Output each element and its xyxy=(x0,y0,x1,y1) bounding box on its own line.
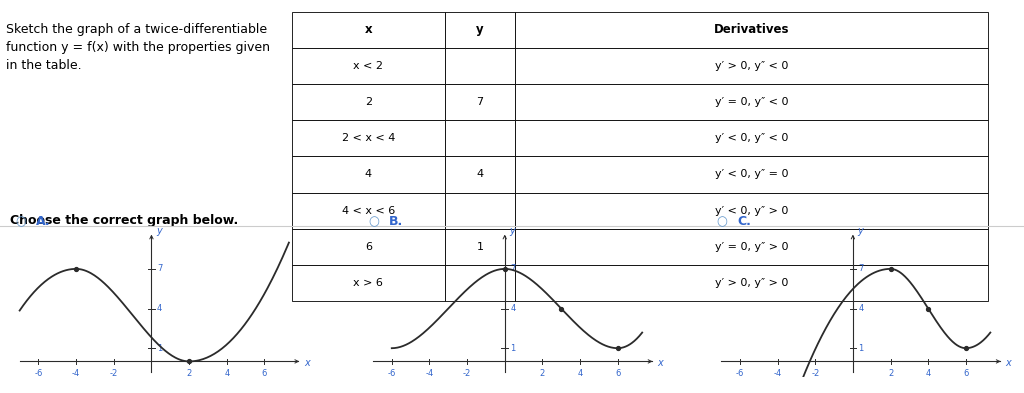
Text: -2: -2 xyxy=(463,369,471,378)
Text: 1: 1 xyxy=(157,344,163,353)
Text: x: x xyxy=(365,23,373,37)
Bar xyxy=(445,48,515,84)
Bar xyxy=(515,48,988,84)
Text: Sketch the graph of a twice-differentiable
function y = f(x) with the properties: Sketch the graph of a twice-differentiab… xyxy=(6,23,269,72)
Text: -2: -2 xyxy=(110,369,118,378)
Text: y′ = 0, y″ > 0: y′ = 0, y″ > 0 xyxy=(715,242,788,252)
Text: 4: 4 xyxy=(224,369,229,378)
Text: 1: 1 xyxy=(858,344,864,353)
Text: C.: C. xyxy=(737,215,752,228)
Text: -4: -4 xyxy=(773,369,781,378)
Text: 6: 6 xyxy=(615,369,621,378)
Bar xyxy=(292,84,445,120)
Text: 1: 1 xyxy=(476,242,483,252)
Text: y′ < 0, y″ > 0: y′ < 0, y″ > 0 xyxy=(715,206,788,216)
Text: 4: 4 xyxy=(476,169,483,180)
Text: x: x xyxy=(304,358,309,368)
Text: -4: -4 xyxy=(425,369,433,378)
Bar xyxy=(515,156,988,193)
Bar xyxy=(445,193,515,229)
Text: 4 < x < 6: 4 < x < 6 xyxy=(342,206,395,216)
Text: 4: 4 xyxy=(926,369,931,378)
Bar xyxy=(445,156,515,193)
Text: 2: 2 xyxy=(540,369,545,378)
Text: 4: 4 xyxy=(365,169,372,180)
Text: x: x xyxy=(657,358,663,368)
Text: y: y xyxy=(509,226,515,236)
Text: -4: -4 xyxy=(72,369,80,378)
Text: y: y xyxy=(157,226,162,236)
Bar xyxy=(445,265,515,301)
Text: 2 < x < 4: 2 < x < 4 xyxy=(342,133,395,143)
Text: 6: 6 xyxy=(262,369,267,378)
Bar xyxy=(445,120,515,156)
Text: -2: -2 xyxy=(811,369,819,378)
Bar xyxy=(445,84,515,120)
Text: -6: -6 xyxy=(34,369,43,378)
Text: 4: 4 xyxy=(510,304,516,313)
Bar xyxy=(515,84,988,120)
Text: 7: 7 xyxy=(157,264,163,274)
Text: 2: 2 xyxy=(888,369,893,378)
Bar xyxy=(445,229,515,265)
Bar xyxy=(515,120,988,156)
Bar xyxy=(515,229,988,265)
Text: 4: 4 xyxy=(578,369,583,378)
Text: y′ < 0, y″ < 0: y′ < 0, y″ < 0 xyxy=(715,133,788,143)
Text: B.: B. xyxy=(389,215,403,228)
Text: Choose the correct graph below.: Choose the correct graph below. xyxy=(10,213,239,227)
Text: 4: 4 xyxy=(157,304,163,313)
Text: 2: 2 xyxy=(365,97,372,107)
Text: 7: 7 xyxy=(510,264,516,274)
Text: ○: ○ xyxy=(717,215,728,228)
Bar xyxy=(515,12,988,48)
Bar xyxy=(515,193,988,229)
Text: 7: 7 xyxy=(858,264,864,274)
Text: y′ = 0, y″ < 0: y′ = 0, y″ < 0 xyxy=(715,97,788,107)
Bar xyxy=(445,12,515,48)
Text: y: y xyxy=(476,23,483,37)
Text: Derivatives: Derivatives xyxy=(714,23,790,37)
Text: 1: 1 xyxy=(510,344,516,353)
Bar xyxy=(292,193,445,229)
Text: ○: ○ xyxy=(15,215,27,228)
Text: x > 6: x > 6 xyxy=(353,278,383,288)
Bar xyxy=(515,265,988,301)
Bar xyxy=(292,12,445,48)
Text: 6: 6 xyxy=(365,242,372,252)
Bar xyxy=(292,48,445,84)
Bar xyxy=(292,229,445,265)
Bar xyxy=(292,156,445,193)
Text: x: x xyxy=(1006,358,1011,368)
Text: -6: -6 xyxy=(387,369,396,378)
Text: ○: ○ xyxy=(369,215,380,228)
Text: 6: 6 xyxy=(964,369,969,378)
Text: 2: 2 xyxy=(186,369,191,378)
Text: x < 2: x < 2 xyxy=(353,61,383,71)
Text: -6: -6 xyxy=(735,369,744,378)
Bar xyxy=(292,120,445,156)
Bar xyxy=(292,265,445,301)
Text: 7: 7 xyxy=(476,97,483,107)
Text: A.: A. xyxy=(36,215,50,228)
Text: y′ > 0, y″ > 0: y′ > 0, y″ > 0 xyxy=(715,278,788,288)
Text: y: y xyxy=(858,226,863,236)
Text: y′ > 0, y″ < 0: y′ > 0, y″ < 0 xyxy=(715,61,788,71)
Text: y′ < 0, y″ = 0: y′ < 0, y″ = 0 xyxy=(715,169,788,180)
Text: 4: 4 xyxy=(858,304,864,313)
